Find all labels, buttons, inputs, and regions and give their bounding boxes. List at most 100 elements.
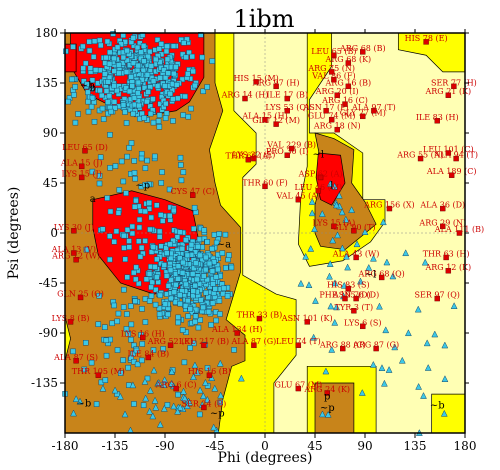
residue-label: LEU 46 (M)	[295, 183, 343, 192]
data-point-glycine	[168, 379, 176, 387]
data-point	[85, 108, 92, 115]
residue-label: THR 66 (A)	[226, 152, 272, 161]
residue-label: ALA 97 (T)	[351, 103, 396, 112]
data-point	[88, 103, 95, 110]
data-point	[213, 274, 220, 280]
data-point	[135, 90, 141, 96]
data-point	[108, 108, 114, 115]
data-point-glycine	[176, 403, 184, 411]
data-point	[70, 44, 76, 50]
data-point	[128, 74, 134, 80]
data-point	[131, 204, 138, 210]
data-point	[219, 250, 226, 256]
data-point	[113, 228, 120, 235]
data-point	[167, 212, 173, 219]
data-point	[147, 226, 153, 233]
data-point-glycine	[217, 391, 225, 399]
data-point	[135, 79, 142, 86]
data-point	[91, 119, 98, 125]
data-point	[204, 84, 210, 90]
data-point	[213, 239, 220, 246]
data-point	[131, 95, 138, 101]
data-point	[104, 195, 110, 201]
residue-label: LEU 74 (T)	[276, 337, 321, 346]
data-point	[192, 318, 198, 325]
data-point	[179, 270, 186, 276]
data-point	[96, 173, 103, 179]
data-point	[209, 300, 216, 306]
data-point	[148, 284, 154, 291]
data-point	[133, 276, 139, 283]
outlier-marker	[345, 285, 352, 292]
residue-label: ARG 87 (G)	[352, 341, 399, 350]
data-point	[145, 89, 151, 95]
outlier-marker	[334, 126, 340, 133]
data-point-glycine	[186, 398, 193, 406]
data-point	[205, 308, 212, 315]
data-point-glycine	[151, 396, 159, 404]
region-label: b	[90, 83, 96, 94]
data-point	[231, 347, 237, 353]
outlier-marker	[456, 230, 463, 236]
data-point-glycine	[129, 381, 137, 389]
residue-label: ARG 18 (N)	[313, 122, 361, 131]
outlier-marker	[331, 223, 337, 230]
outlier-marker	[386, 205, 393, 212]
data-point-glycine	[70, 409, 77, 417]
data-point-glycine	[191, 361, 199, 369]
outlier-marker	[73, 256, 79, 263]
x-tick-label: -45	[205, 439, 224, 453]
outlier-marker	[262, 116, 268, 123]
data-point-glycine	[404, 329, 412, 337]
data-point	[185, 298, 191, 304]
outlier-marker	[77, 294, 84, 301]
data-point	[156, 112, 163, 118]
data-point	[131, 269, 137, 276]
outlier-marker	[443, 254, 449, 261]
data-point	[146, 271, 153, 277]
data-point	[130, 60, 137, 66]
data-point	[192, 313, 199, 320]
data-point	[217, 399, 224, 406]
data-point	[136, 238, 142, 244]
outlier-marker	[284, 152, 290, 158]
outlier-marker	[82, 148, 88, 154]
data-point	[150, 96, 156, 102]
data-point	[184, 36, 190, 43]
data-point-glycine	[160, 404, 168, 412]
x-tick-label: 90	[357, 439, 372, 453]
data-point	[63, 48, 69, 55]
data-point	[157, 75, 163, 81]
data-point	[165, 311, 171, 318]
data-point	[128, 321, 135, 328]
residue-label: ASN 17 (P)	[303, 103, 349, 112]
data-point	[128, 336, 134, 343]
reference-lines	[65, 33, 465, 433]
residue-label: ALA 15 (J)	[60, 158, 103, 167]
data-point	[138, 244, 145, 251]
data-point-glycine	[415, 382, 423, 390]
residue-label: ILE 17 (B)	[266, 91, 308, 100]
outlier-marker	[78, 174, 85, 181]
data-point	[72, 84, 78, 90]
data-point	[223, 265, 229, 271]
data-point	[168, 295, 174, 302]
data-point	[93, 401, 100, 407]
data-point	[182, 303, 189, 309]
data-point	[98, 42, 104, 49]
data-point-glycine	[326, 260, 334, 267]
residue-label: LYS 32 (E)	[232, 151, 275, 160]
data-point-glycine	[168, 367, 176, 375]
data-point	[105, 79, 111, 85]
data-point	[143, 276, 150, 283]
data-point-glycine	[329, 236, 337, 244]
data-point	[80, 43, 86, 50]
data-point	[216, 297, 223, 304]
outlier-marker	[288, 145, 295, 152]
data-point	[114, 44, 121, 51]
data-point	[220, 290, 226, 297]
outlier-marker	[256, 315, 263, 322]
outlier-marker	[445, 150, 452, 156]
residue-label: GLY 27 (M)	[340, 108, 386, 117]
